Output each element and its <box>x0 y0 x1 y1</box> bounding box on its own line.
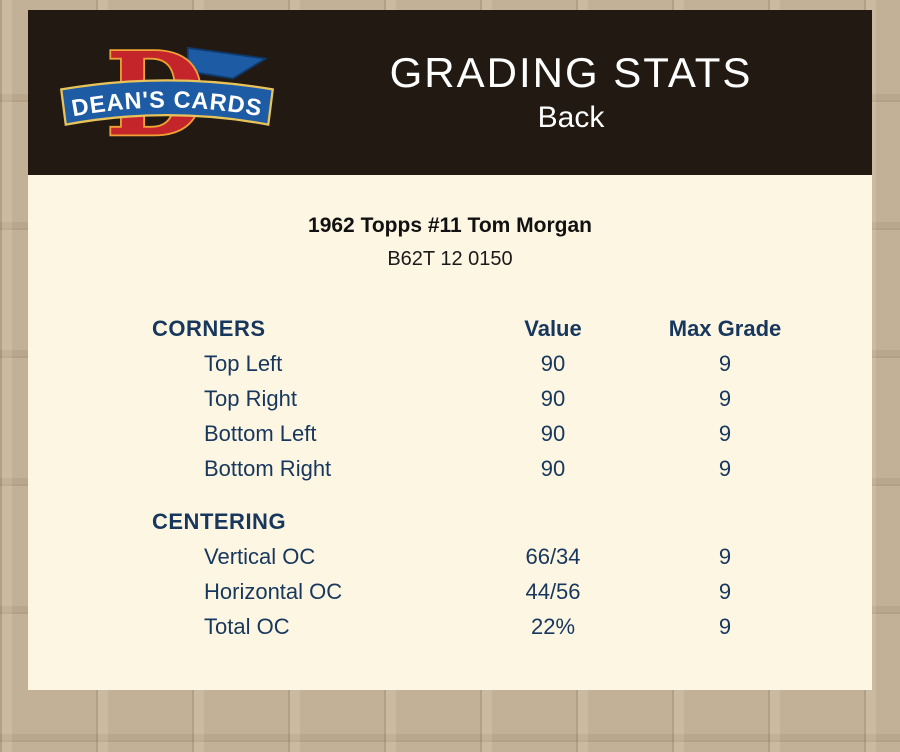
row-value: 66/34 <box>525 543 581 569</box>
row-value: 90 <box>540 350 566 376</box>
row-value: 44/56 <box>525 578 581 604</box>
section-header-row: CORNERS Value Max Grade <box>152 311 786 346</box>
row-max-grade: 9 <box>718 385 732 411</box>
column-header: Value <box>524 315 582 341</box>
header: D DEAN'S CARDS GRADING STATS Back <box>28 10 872 175</box>
table-row: Bottom Left 90 9 <box>152 416 786 451</box>
table-row: Horizontal OC 44/56 9 <box>152 574 786 609</box>
page-title: GRADING STATS <box>389 48 753 96</box>
section-name: CENTERING <box>152 508 287 534</box>
content-panel: 1962 Topps #11 Tom Morgan B62T 12 0150 C… <box>28 175 872 690</box>
card-code: B62T 12 0150 <box>387 248 513 270</box>
row-label: Bottom Right <box>204 455 332 481</box>
table-row: Top Right 90 9 <box>152 381 786 416</box>
header-titles: GRADING STATS Back <box>280 48 872 138</box>
row-label: Total OC <box>204 613 290 639</box>
row-max-grade: 9 <box>718 543 732 569</box>
table-row: Total OC 22% 9 <box>152 609 786 644</box>
logo-ribbon-shape <box>59 78 275 126</box>
table-row: Vertical OC 66/34 9 <box>152 539 786 574</box>
logo-pennant-shape <box>186 46 269 79</box>
row-value: 90 <box>540 385 566 411</box>
grading-table: CORNERS Value Max Grade Top Left 90 9 Top Righ… <box>152 311 786 644</box>
row-value: 22% <box>530 613 576 639</box>
deans-cards-logo-graphic: D DEAN'S CARDS <box>59 30 275 156</box>
row-label: Top Left <box>204 350 283 376</box>
page: D DEAN'S CARDS GRADING STATS Back 1962 T… <box>0 10 900 690</box>
row-value: 90 <box>540 455 566 481</box>
row-max-grade: 9 <box>718 455 732 481</box>
row-value: 90 <box>540 420 566 446</box>
table-row: Bottom Right 90 9 <box>152 451 786 486</box>
row-label: Bottom Left <box>204 420 317 446</box>
row-max-grade: 9 <box>718 578 732 604</box>
page-subtitle: Back <box>537 100 605 134</box>
row-label: Horizontal OC <box>204 578 343 604</box>
table-row: Top Left 90 9 <box>152 346 786 381</box>
section-header-row: CENTERING <box>152 504 786 539</box>
content-frame: D DEAN'S CARDS GRADING STATS Back 1962 T… <box>28 10 872 690</box>
row-max-grade: 9 <box>718 350 732 376</box>
row-max-grade: 9 <box>718 613 732 639</box>
row-label: Vertical OC <box>204 543 316 569</box>
row-label: Top Right <box>204 385 297 411</box>
column-header: Max Grade <box>668 315 782 341</box>
deans-cards-logo[interactable]: D DEAN'S CARDS <box>28 30 280 156</box>
card-title: 1962 Topps #11 Tom Morgan <box>308 214 592 237</box>
section-name: CORNERS <box>152 315 266 341</box>
row-max-grade: 9 <box>718 420 732 446</box>
